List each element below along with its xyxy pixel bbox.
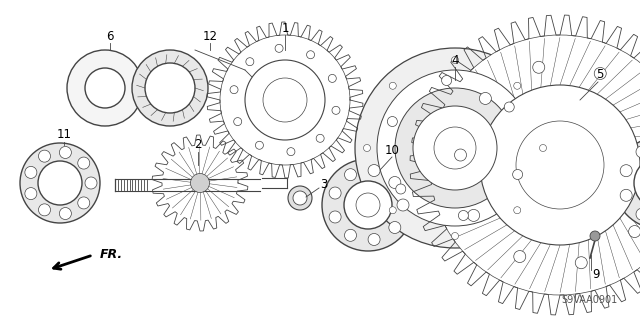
Circle shape	[504, 102, 515, 112]
Circle shape	[322, 159, 414, 251]
Circle shape	[255, 141, 264, 149]
Circle shape	[389, 207, 396, 214]
Circle shape	[332, 106, 340, 114]
Circle shape	[636, 208, 640, 220]
Circle shape	[540, 145, 547, 152]
Circle shape	[389, 176, 401, 189]
Circle shape	[368, 165, 380, 176]
Circle shape	[38, 150, 51, 162]
Circle shape	[513, 169, 523, 180]
Circle shape	[245, 60, 325, 140]
Circle shape	[77, 197, 90, 209]
Circle shape	[230, 86, 238, 94]
Circle shape	[614, 137, 640, 229]
Circle shape	[85, 177, 97, 189]
Circle shape	[387, 116, 397, 127]
Text: 4: 4	[451, 54, 459, 66]
Circle shape	[293, 191, 307, 205]
Circle shape	[620, 189, 632, 201]
Circle shape	[368, 234, 380, 245]
Circle shape	[85, 68, 125, 108]
Circle shape	[287, 148, 295, 156]
Circle shape	[454, 149, 467, 161]
Circle shape	[514, 250, 525, 263]
Circle shape	[389, 221, 401, 234]
Circle shape	[377, 70, 533, 226]
Circle shape	[628, 226, 640, 238]
Circle shape	[344, 181, 392, 229]
Circle shape	[145, 63, 195, 113]
Circle shape	[397, 199, 409, 211]
Circle shape	[344, 229, 356, 241]
Circle shape	[316, 134, 324, 142]
Text: S9VAA0901: S9VAA0901	[562, 295, 618, 305]
Text: 5: 5	[596, 69, 604, 81]
Circle shape	[234, 118, 242, 126]
Circle shape	[395, 88, 515, 208]
Circle shape	[344, 169, 356, 181]
Circle shape	[25, 188, 37, 200]
Circle shape	[480, 85, 640, 245]
Circle shape	[620, 165, 632, 177]
Circle shape	[430, 35, 640, 295]
Circle shape	[575, 257, 588, 269]
Circle shape	[451, 233, 458, 240]
Circle shape	[288, 186, 312, 210]
Circle shape	[413, 106, 497, 190]
Circle shape	[67, 50, 143, 126]
Circle shape	[60, 208, 72, 219]
Circle shape	[25, 167, 37, 178]
Circle shape	[77, 157, 90, 169]
Circle shape	[514, 207, 521, 214]
Text: 6: 6	[106, 29, 114, 42]
Circle shape	[329, 187, 341, 199]
Text: 12: 12	[202, 29, 218, 42]
Circle shape	[396, 184, 406, 194]
Circle shape	[132, 50, 208, 126]
Circle shape	[246, 58, 254, 66]
Text: 3: 3	[320, 179, 328, 191]
Circle shape	[355, 48, 555, 248]
Circle shape	[307, 51, 315, 59]
Circle shape	[38, 161, 82, 205]
Circle shape	[389, 82, 396, 89]
Circle shape	[595, 67, 606, 79]
Circle shape	[590, 231, 600, 241]
Circle shape	[60, 146, 72, 159]
Text: 2: 2	[195, 138, 202, 152]
Circle shape	[442, 76, 452, 85]
Text: 10: 10	[385, 144, 399, 157]
Circle shape	[479, 93, 492, 104]
Circle shape	[328, 74, 336, 82]
Circle shape	[191, 174, 209, 192]
Text: FR.: FR.	[100, 248, 123, 261]
Circle shape	[364, 145, 371, 152]
Circle shape	[468, 209, 479, 221]
Circle shape	[275, 44, 283, 52]
Text: 1: 1	[281, 21, 289, 34]
Circle shape	[532, 61, 545, 73]
Circle shape	[514, 82, 521, 89]
Circle shape	[636, 146, 640, 158]
Circle shape	[458, 211, 468, 220]
Circle shape	[329, 211, 341, 223]
Text: 9: 9	[592, 269, 600, 281]
Circle shape	[451, 56, 458, 63]
Text: 11: 11	[56, 129, 72, 142]
Circle shape	[38, 204, 51, 216]
Circle shape	[20, 143, 100, 223]
Circle shape	[634, 157, 640, 209]
